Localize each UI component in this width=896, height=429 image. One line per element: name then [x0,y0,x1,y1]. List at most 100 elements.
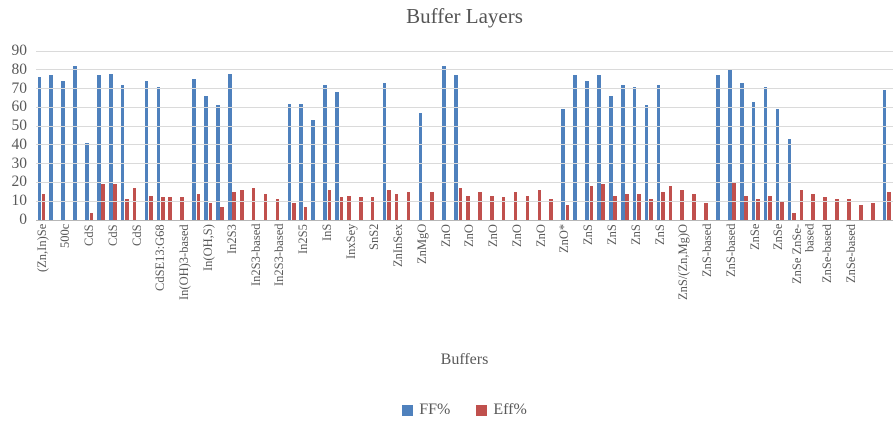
category-cell [84,51,96,220]
category-cell [298,51,310,220]
y-axis-tick-label: 30 [11,154,28,172]
category-cell [643,51,655,220]
x-axis-label: SnS2 [367,224,382,251]
category-cell [798,51,810,220]
gridline [36,163,893,165]
eff-bar [823,197,827,220]
eff-bar [263,193,268,220]
x-axis-label: CdS [105,224,120,246]
x-axis-label-slot: ZnS-based [695,224,719,351]
category-cell [655,51,667,220]
eff-bar [799,189,804,220]
x-axis-label-slot: ZnSe-based [816,224,840,351]
eff-bar [768,195,772,220]
eff-bar [859,204,863,220]
x-axis-label: ZnS/(Zn,Mg)O [676,224,691,301]
ff-bar [716,75,720,220]
x-axis-label: (Zn,In)Se [34,224,49,273]
eff-bar [668,186,673,220]
category-cell [286,51,298,220]
ff-bar [156,86,161,220]
eff-bar [358,197,363,220]
category-cell [477,51,489,220]
x-axis-label: In2S5 [296,224,311,254]
x-axis-label-slot: In2S3-based [244,224,268,351]
category-cell [107,51,119,220]
x-axis-label: ZnSe ZnSe- based [789,224,817,285]
eff-bar [327,189,332,220]
eff-bar [113,184,117,220]
eff-bar [835,199,839,220]
eff-bar [756,199,760,220]
eff-bar [239,189,244,220]
eff-bar [501,197,506,220]
eff-bar [680,189,685,220]
eff-bar [101,184,106,220]
gridline [36,88,893,90]
x-axis-title: Buffers [440,351,489,368]
category-cell [262,51,274,220]
ff-bar [108,73,113,220]
eff-bar [125,199,129,220]
x-axis-label-slot: ZnInSex [386,224,410,351]
category-cell [417,51,429,220]
category-cell [143,51,155,220]
x-axis-label: ZnInSex [391,224,406,268]
x-axis-label-slot: In2S5 [291,224,315,351]
ff-legend-swatch [402,404,414,416]
gridline [36,50,893,52]
x-axis-label: ZnS-based [723,224,738,278]
gridline [36,125,893,127]
plot-area [36,50,893,221]
x-axis-label: ZnS [605,224,619,245]
x-axis-label-slot: ZnS [624,224,648,351]
ff-bar [192,79,196,220]
gridline [36,144,893,146]
x-axis-label: ZnO [533,224,548,247]
category-cell [786,51,798,220]
eff-bar [180,197,184,220]
category-cell [36,51,48,220]
category-cell [274,51,286,220]
category-cell [72,51,84,220]
category-cell [179,51,191,220]
category-cell [738,51,750,220]
eff-bar [132,188,137,220]
y-axis-tick-label: 0 [19,211,27,228]
category-cell [822,51,834,220]
ff-bar [61,81,65,220]
eff-bar [513,191,518,220]
eff-bar [387,189,391,220]
category-cell [608,51,620,220]
category-cell [155,51,167,220]
x-axis-label-slot: ZnSe ZnSe- based [789,224,817,351]
eff-bar [458,188,463,220]
x-axis-label: ZnO [486,224,501,247]
x-axis-label-slot: SnS2 [363,224,387,351]
x-axis-label-slot: ZnSe [767,224,791,351]
category-cell [834,51,846,220]
category-cell [679,51,691,220]
x-axis-label: ZnO [438,224,453,247]
category-cell [131,51,143,220]
ff-bar [85,143,89,220]
ff-bar [739,82,744,220]
ff-bar [763,86,768,220]
x-axis-label-slot: 500c [54,224,78,351]
x-axis-label: ZnS [581,224,596,245]
eff-bar [704,203,708,220]
y-axis-tick-label: 40 [11,135,28,153]
x-axis-label-slot: ZnO [458,224,482,351]
gridline [36,69,893,71]
eff-bar [347,195,351,220]
eff-bar [370,197,375,220]
x-axis-label-slot: CdS [101,224,125,351]
eff-bar [791,212,796,220]
eff-bar [339,197,344,220]
gridline [36,200,893,202]
x-axis-label-slot: CdS [125,224,149,351]
category-cell [774,51,786,220]
category-cell [631,51,643,220]
category-cell [405,51,417,220]
x-axis-line [36,219,893,221]
